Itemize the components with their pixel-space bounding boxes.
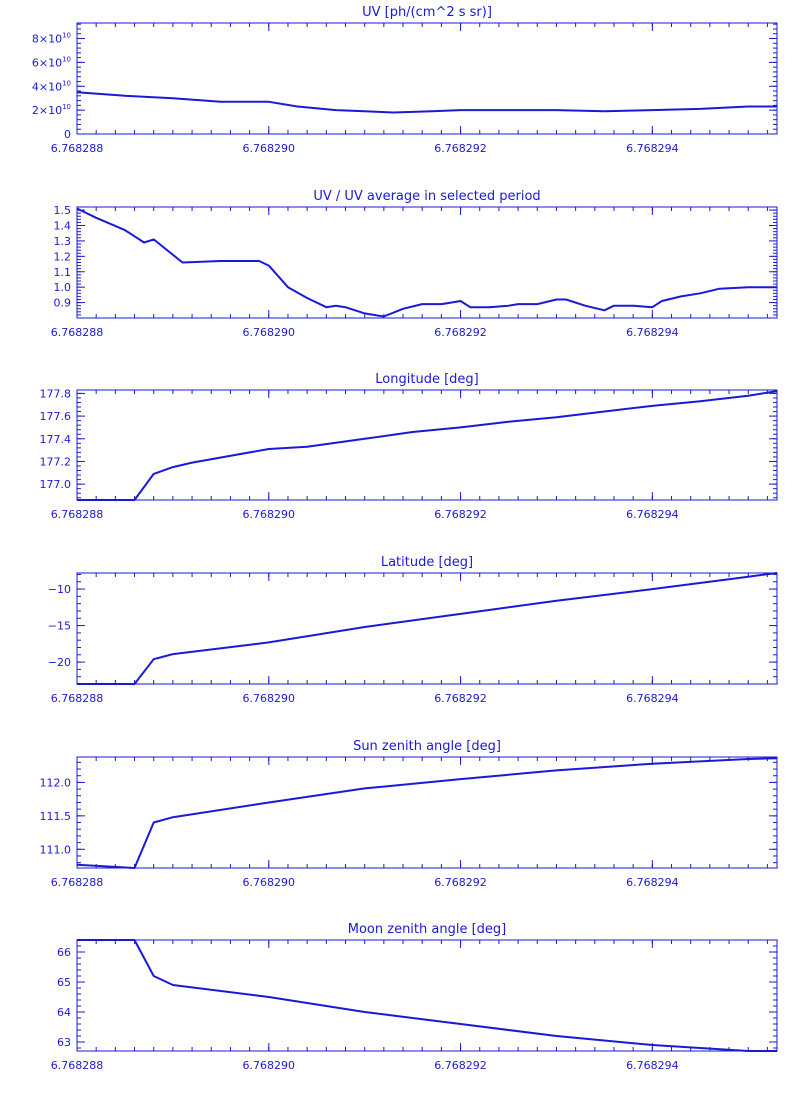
- y-tick-label: 177.8: [40, 387, 72, 400]
- x-tick-label: 6.768290: [243, 692, 296, 705]
- series-line-1: [76, 207, 777, 318]
- x-tick-label: 6.768288: [51, 508, 104, 521]
- y-tick-label: 63: [57, 1036, 71, 1049]
- x-tick-label: 6.768290: [243, 326, 296, 339]
- y-tick-label: 64: [57, 1006, 71, 1019]
- series-line-1: [77, 572, 778, 685]
- y-tick-label: 1.4: [54, 220, 72, 233]
- chart-title: UV [ph/(cm^2 s sr)]: [362, 5, 492, 20]
- y-tick-label: 2×1010: [32, 103, 71, 117]
- x-tick-label: 6.768292: [434, 508, 487, 521]
- series-line-1: [77, 390, 778, 501]
- x-tick-label: 6.768294: [626, 508, 679, 521]
- x-tick-label: 6.768290: [243, 508, 296, 521]
- y-tick-label: 177.0: [40, 478, 72, 491]
- series-line-1: [77, 939, 777, 1052]
- x-tick-label: 6.768288: [51, 692, 104, 705]
- x-tick-label: 6.768288: [51, 142, 104, 155]
- y-tick-label: 66: [57, 946, 71, 959]
- chart-panel-6: Moon zenith angle [deg] 6.768288 6.768290 6…: [51, 922, 778, 1072]
- series-line-1: [76, 91, 777, 114]
- x-tick-label: 6.768288: [51, 1059, 104, 1072]
- y-tick-label: 177.2: [40, 455, 72, 468]
- chart-panel-4: Latitude [deg] 6.768288 6.768290 6.768292 6.…: [48, 555, 778, 705]
- x-tick-label: 6.768292: [434, 876, 487, 889]
- chart-panel-1: UV [ph/(cm^2 s sr)] 6.768288 6.768290 6.768…: [32, 5, 778, 155]
- y-tick-label: 177.4: [40, 433, 72, 446]
- chart-title: Longitude [deg]: [375, 372, 478, 387]
- x-tick-label: 6.768294: [626, 1059, 679, 1072]
- x-tick-label: 6.768292: [434, 692, 487, 705]
- x-tick-label: 6.768292: [434, 1059, 487, 1072]
- y-tick-label: 111.5: [40, 810, 72, 823]
- chart-title: Latitude [deg]: [381, 555, 473, 570]
- plot-frame: [76, 756, 778, 869]
- x-tick-label: 6.768294: [626, 326, 679, 339]
- y-tick-label: 1.1: [54, 266, 72, 279]
- x-tick-label: 6.768290: [243, 876, 296, 889]
- chart-title: Sun zenith angle [deg]: [353, 739, 501, 754]
- x-tick-label: 6.768294: [626, 876, 679, 889]
- chart-panel-5: Sun zenith angle [deg] 6.768288 6.768290 6.…: [40, 739, 778, 889]
- x-tick-label: 6.768292: [434, 142, 487, 155]
- plot-frame: [76, 939, 778, 1052]
- y-tick-label: 1.5: [54, 204, 72, 217]
- y-tick-label: 111.0: [40, 843, 72, 856]
- y-tick-label: 4×1010: [32, 79, 71, 93]
- x-tick-label: 6.768294: [626, 142, 679, 155]
- y-tick-label: −15: [48, 620, 71, 633]
- y-tick-label: 6×1010: [32, 55, 71, 69]
- x-tick-label: 6.768288: [51, 876, 104, 889]
- chart-panel-3: Longitude [deg] 6.768288 6.768290 6.768292 6…: [40, 372, 778, 521]
- x-tick-label: 6.768294: [626, 692, 679, 705]
- y-tick-label: 177.6: [40, 410, 72, 423]
- chart-title: Moon zenith angle [deg]: [348, 922, 506, 937]
- series-line-1: [76, 757, 778, 869]
- y-tick-label: 1.0: [54, 281, 72, 294]
- y-tick-label: −10: [48, 583, 71, 596]
- plot-frame: [76, 572, 778, 685]
- y-tick-label: 0: [64, 128, 71, 141]
- y-tick-label: −20: [48, 656, 71, 669]
- chart-title: UV / UV average in selected period: [313, 189, 540, 204]
- x-tick-label: 6.768290: [243, 142, 296, 155]
- chart-panel-2: UV / UV average in selected period 6.7682…: [51, 189, 778, 339]
- y-tick-label: 1.2: [54, 250, 72, 263]
- x-tick-label: 6.768290: [243, 1059, 296, 1072]
- plot-frame: [76, 22, 778, 135]
- x-tick-label: 6.768288: [51, 326, 104, 339]
- y-tick-label: 65: [57, 976, 71, 989]
- y-tick-label: 8×1010: [32, 32, 71, 46]
- y-tick-label: 0.9: [54, 297, 72, 310]
- x-tick-label: 6.768292: [434, 326, 487, 339]
- plot-frame: [76, 389, 778, 501]
- y-tick-label: 112.0: [40, 776, 72, 789]
- y-tick-label: 1.3: [54, 235, 72, 248]
